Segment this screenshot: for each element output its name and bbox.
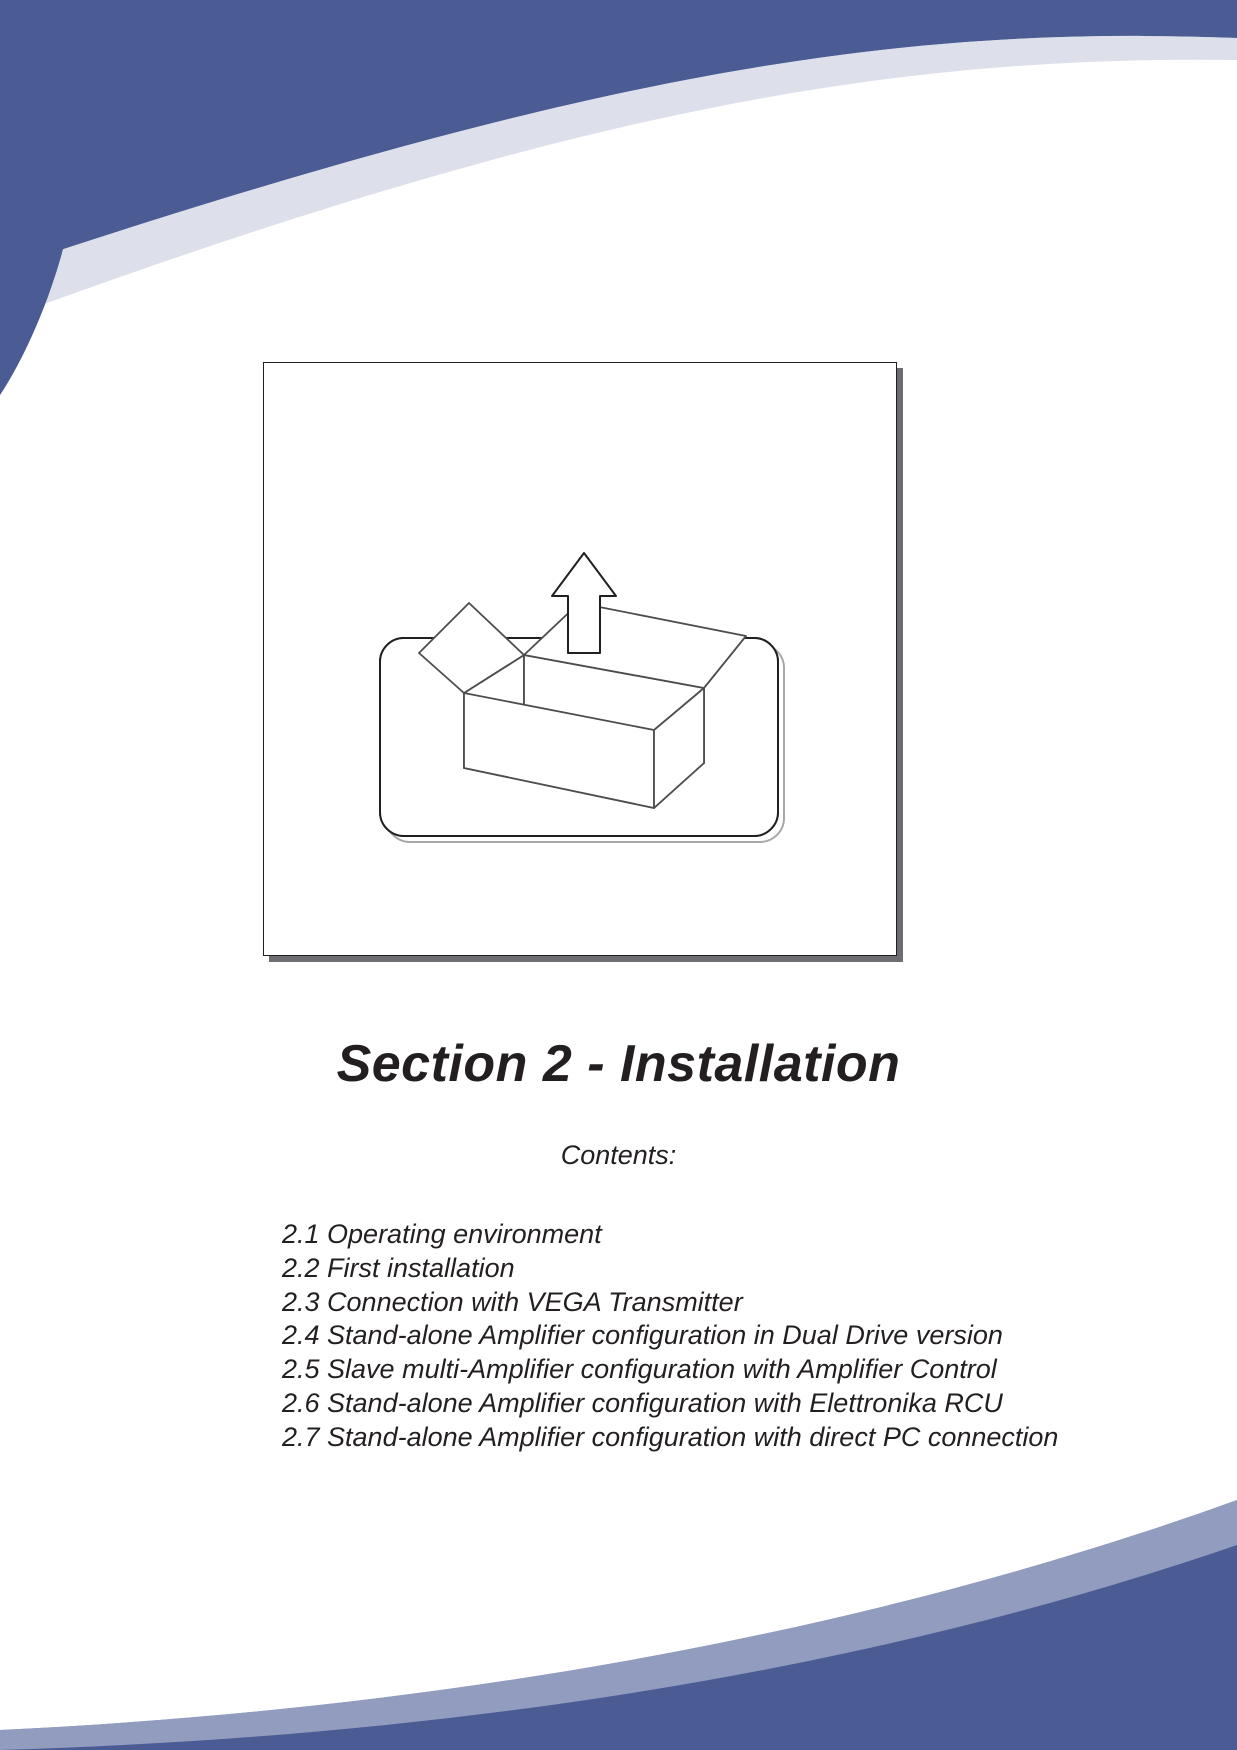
page: Section 2 - Installation Contents: 2.1 O…	[0, 0, 1237, 1750]
contents-label: Contents:	[0, 1140, 1237, 1171]
contents-item: 2.4 Stand-alone Amplifier configuration …	[282, 1319, 1002, 1353]
contents-list: 2.1 Operating environment 2.2 First inst…	[282, 1218, 1002, 1454]
open-box-illustration	[374, 518, 794, 848]
contents-item: 2.7 Stand-alone Amplifier configuration …	[282, 1421, 1002, 1455]
contents-item: 2.2 First installation	[282, 1252, 1002, 1286]
contents-item: 2.6 Stand-alone Amplifier configuration …	[282, 1387, 1002, 1421]
contents-item: 2.3 Connection with VEGA Transmitter	[282, 1286, 1002, 1320]
decorative-swoosh-bottom	[0, 1430, 1237, 1750]
decorative-left-wedge	[0, 0, 150, 400]
contents-item: 2.1 Operating environment	[282, 1218, 1002, 1252]
decorative-swoosh-top	[0, 0, 1237, 320]
contents-item: 2.5 Slave multi-Amplifier configuration …	[282, 1353, 1002, 1387]
illustration-frame	[263, 362, 897, 956]
section-heading: Section 2 - Installation	[0, 1034, 1237, 1094]
